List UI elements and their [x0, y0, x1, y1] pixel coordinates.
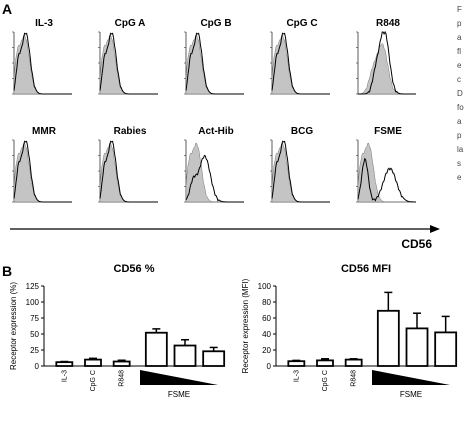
- histogram-title: R848: [376, 18, 400, 29]
- histogram-panel: Act-Hib: [184, 126, 244, 203]
- bar: [405, 327, 429, 367]
- panel-b-letter: B: [2, 263, 12, 279]
- stain-histogram: [358, 30, 416, 95]
- fsme-group-label: FSME: [400, 390, 422, 399]
- dose-wedge: [372, 370, 450, 385]
- y-axis-label: Receptor expression (%): [9, 282, 18, 370]
- side-caption-fragment: e: [457, 173, 462, 182]
- y-tick-label: 25: [30, 346, 39, 355]
- side-caption-fragment: D: [457, 89, 463, 98]
- histogram-title: Rabies: [114, 126, 147, 137]
- bar: [55, 361, 74, 367]
- side-caption-fragment: p: [457, 131, 462, 140]
- y-axis-label: Receptor expression (MFI): [241, 278, 250, 373]
- x-tick-label: R848: [119, 370, 126, 387]
- y-tick-label: 100: [258, 282, 272, 291]
- stain-histogram: [99, 140, 158, 203]
- isotype-histogram: [357, 42, 416, 95]
- panel-a-letter: A: [2, 1, 12, 17]
- side-caption-fragment: fl: [457, 47, 461, 56]
- y-tick-label: 125: [26, 282, 40, 291]
- histogram-title: CpG A: [115, 18, 146, 29]
- bar: [316, 359, 334, 367]
- bar: [173, 344, 197, 367]
- chart-title: CD56 %: [114, 263, 155, 275]
- side-caption-fragment: a: [457, 117, 462, 126]
- bar: [84, 358, 102, 367]
- cd56-arrowhead: [430, 225, 440, 233]
- side-caption-fragment: a: [457, 33, 462, 42]
- y-tick-label: 100: [26, 298, 40, 307]
- histogram-panel: CpG C: [270, 18, 330, 95]
- stain-histogram: [357, 157, 416, 203]
- histogram-panel: Rabies: [98, 126, 158, 203]
- side-caption-fragment: p: [457, 19, 462, 28]
- side-caption-fragment: c: [457, 75, 461, 84]
- stain-histogram: [13, 140, 72, 203]
- bar: [344, 358, 363, 367]
- histogram-title: CpG C: [286, 18, 317, 29]
- side-caption-fragment: la: [457, 145, 464, 154]
- bar: [434, 331, 458, 367]
- histogram-title: CpG B: [200, 18, 231, 29]
- y-tick-label: 20: [262, 346, 271, 355]
- x-tick-label: IL-3: [293, 370, 300, 382]
- bar: [144, 331, 168, 367]
- stain-histogram: [185, 154, 244, 203]
- x-tick-label: CpG C: [322, 370, 329, 391]
- stain-histogram: [13, 32, 72, 95]
- histogram-panel: BCG: [270, 126, 330, 203]
- isotype-histogram: [357, 142, 416, 203]
- histogram-panel: MMR: [12, 126, 72, 203]
- histogram-panel: CpG A: [98, 18, 158, 95]
- histogram-title: FSME: [374, 126, 402, 137]
- stain-histogram: [185, 32, 244, 95]
- y-tick-label: 40: [262, 330, 271, 339]
- y-tick-label: 80: [262, 298, 271, 307]
- x-tick-label: IL-3: [61, 370, 68, 382]
- histogram-title: IL-3: [35, 18, 53, 29]
- stain-histogram: [99, 32, 158, 95]
- stain-histogram: [271, 140, 330, 203]
- y-tick-label: 60: [262, 314, 271, 323]
- histogram-title: MMR: [32, 126, 57, 137]
- side-caption-fragment: fo: [457, 103, 464, 112]
- histogram-panel: R848: [356, 18, 416, 95]
- histogram-panel: FSME: [356, 126, 416, 203]
- x-tick-label: R848: [351, 370, 358, 387]
- histogram-title: Act-Hib: [198, 126, 234, 137]
- histogram-grid: IL-3 CpG A CpG B CpG C R848 MMR Rabies Act-Hib B…: [12, 18, 416, 203]
- histogram-panel: IL-3: [12, 18, 72, 95]
- stain-histogram: [271, 32, 330, 95]
- side-caption-fragment: F: [457, 5, 462, 14]
- bar: [202, 350, 226, 367]
- cd56-axis-label: CD56: [401, 237, 432, 251]
- cd56-mfi-chart: CD56 MFI 0 20 40 60 80 100 Receptor expression …: [241, 263, 458, 399]
- dose-wedge: [140, 370, 218, 385]
- bar: [376, 309, 400, 367]
- y-tick-label: 0: [35, 362, 40, 371]
- chart-title: CD56 MFI: [341, 263, 391, 275]
- bar: [287, 360, 306, 367]
- side-caption-fragment: e: [457, 61, 462, 70]
- side-caption-fragment: s: [457, 159, 461, 168]
- x-tick-label: CpG C: [90, 370, 97, 391]
- cd56-percent-chart: CD56 % 0 25 50 75 100 125 Receptor expression (…: [9, 263, 226, 399]
- y-tick-label: 50: [30, 330, 39, 339]
- bar: [112, 360, 131, 367]
- y-tick-label: 0: [267, 362, 272, 371]
- fsme-group-label: FSME: [168, 390, 190, 399]
- histogram-panel: CpG B: [184, 18, 244, 95]
- histogram-title: BCG: [291, 126, 313, 137]
- y-tick-label: 75: [30, 314, 39, 323]
